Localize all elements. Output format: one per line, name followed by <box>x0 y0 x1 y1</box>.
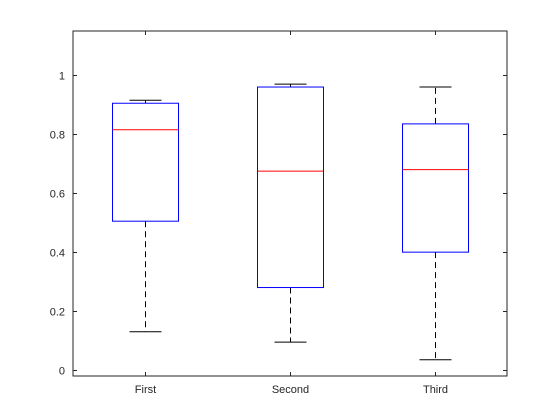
y-tick-label: 0.4 <box>50 248 65 260</box>
y-tick-label: 0 <box>59 366 65 378</box>
x-axis: First Second Third <box>135 31 448 396</box>
x-tick-label: Third <box>423 384 448 396</box>
y-tick-label: 1 <box>59 71 65 83</box>
iqr-box <box>257 86 324 289</box>
iqr-box <box>112 102 179 222</box>
x-tick-label: Second <box>272 384 309 396</box>
box-third <box>402 86 469 361</box>
box-first <box>112 99 179 333</box>
y-tick-label: 0.2 <box>50 307 65 319</box>
x-tick-label: First <box>135 384 156 396</box>
y-axis: 0 0.2 0.4 0.6 0.8 1 <box>50 71 507 378</box>
y-tick-label: 0.8 <box>50 130 65 142</box>
plot-area <box>72 30 508 377</box>
box-second <box>257 83 324 343</box>
y-tick-label: 0.6 <box>50 189 65 201</box>
iqr-box <box>402 123 469 253</box>
boxes-group <box>112 83 469 361</box>
